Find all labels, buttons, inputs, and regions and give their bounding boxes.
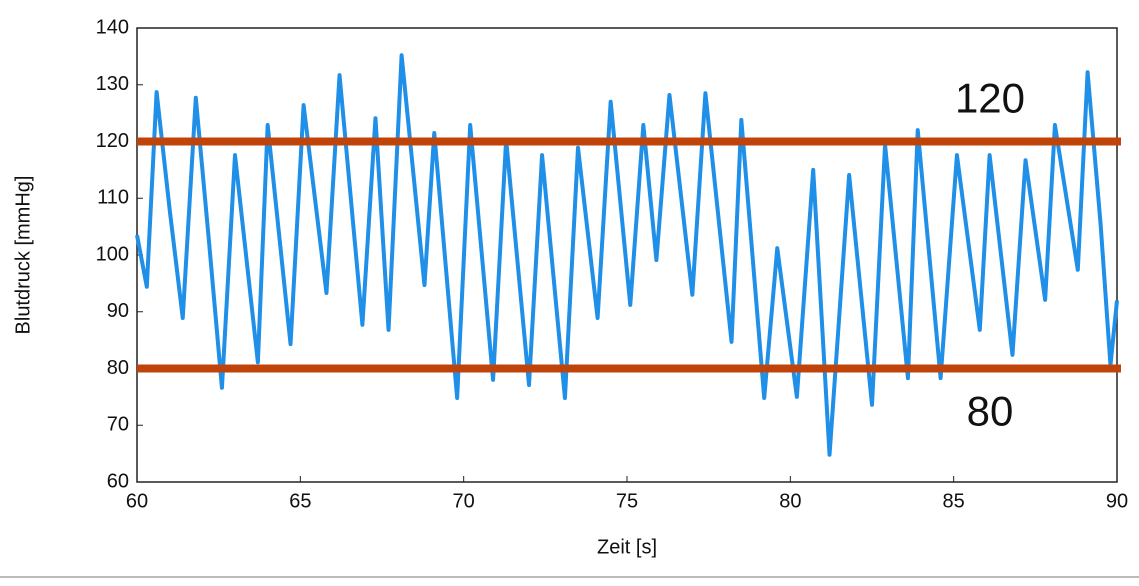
x-tick-label: 90 xyxy=(1106,490,1128,512)
y-tick-label: 110 xyxy=(97,187,129,209)
y-tick-label: 100 xyxy=(96,243,129,265)
x-tick-label: 60 xyxy=(126,490,148,512)
x-tick-label: 70 xyxy=(453,490,475,512)
y-tick-label: 120 xyxy=(96,130,129,152)
y-tick-label: 80 xyxy=(107,357,129,379)
data-line xyxy=(135,53,1119,457)
x-tick-label: 65 xyxy=(289,490,311,512)
y-tick-label: 140 xyxy=(96,16,129,38)
reference-label: 80 xyxy=(967,388,1014,435)
y-tick-label: 60 xyxy=(107,470,129,492)
y-tick-label: 70 xyxy=(107,414,129,436)
x-tick-label: 75 xyxy=(616,490,638,512)
y-tick-label: 130 xyxy=(96,73,129,95)
y-tick-label: 90 xyxy=(107,300,129,322)
y-axis-label: Blutdruck [mmHg] xyxy=(12,176,34,335)
x-tick-label: 80 xyxy=(779,490,801,512)
x-axis-label: Zeit [s] xyxy=(597,536,657,558)
x-tick-label: 85 xyxy=(943,490,965,512)
reference-label: 120 xyxy=(955,75,1025,122)
